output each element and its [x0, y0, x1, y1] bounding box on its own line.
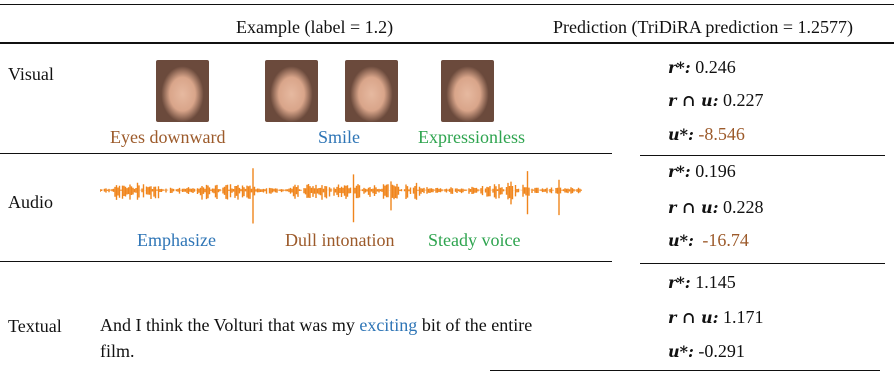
pred-value: 0.228: [723, 197, 764, 217]
highlight: exciting: [359, 315, 417, 335]
rule: [0, 261, 612, 262]
pred-value: -16.74: [702, 230, 749, 250]
rule: [0, 42, 894, 44]
pred-name: u*:: [668, 342, 694, 361]
modality: Visual: [8, 64, 54, 85]
pred-value: -8.546: [698, 124, 745, 144]
rule: [490, 370, 880, 371]
pred-name: r*:: [668, 273, 691, 292]
pred-name: r ∩ u:: [668, 308, 719, 327]
header-prediction: Prediction (TriDiRA prediction = 1.2577): [553, 17, 853, 38]
pred-value: 0.196: [695, 161, 736, 181]
figure: Example (label = 1.2) Prediction (TriDiR…: [0, 0, 894, 373]
face-image: [265, 60, 318, 122]
annotation: Expressionless: [418, 127, 525, 148]
pred-value: 1.145: [695, 272, 736, 292]
annotation: Steady voice: [428, 230, 520, 251]
pred-name: r*:: [668, 162, 691, 181]
rule: [0, 153, 612, 154]
rule: [640, 155, 885, 156]
text: And I think the Volturi that was my: [100, 315, 359, 335]
annotation: Eyes downward: [110, 127, 225, 148]
face-image: [156, 60, 209, 122]
header-example: Example (label = 1.2): [236, 17, 393, 38]
face-image: [345, 60, 398, 122]
waveform: [100, 158, 582, 230]
annotation: Smile: [318, 127, 360, 148]
annotation: Dull intonation: [285, 230, 395, 251]
modality: Audio: [8, 192, 53, 213]
face-image: [441, 60, 494, 122]
pred-value: 0.227: [723, 90, 764, 110]
pred-name: r ∩ u:: [668, 198, 719, 217]
pred-name: u*:: [668, 231, 694, 250]
pred-value: 1.171: [723, 307, 764, 327]
pred-name: r*:: [668, 58, 691, 77]
pred-name: r ∩ u:: [668, 91, 719, 110]
pred-value: -0.291: [698, 341, 745, 361]
annotation: Emphasize: [137, 230, 216, 251]
pred-value: 0.246: [695, 57, 736, 77]
waveform-path: [100, 168, 582, 223]
pred-name: u*:: [668, 125, 694, 144]
sentence: And I think the Volturi that was my exci…: [100, 312, 550, 364]
rule: [640, 263, 885, 264]
modality: Textual: [8, 316, 62, 337]
rule: [0, 4, 894, 5]
